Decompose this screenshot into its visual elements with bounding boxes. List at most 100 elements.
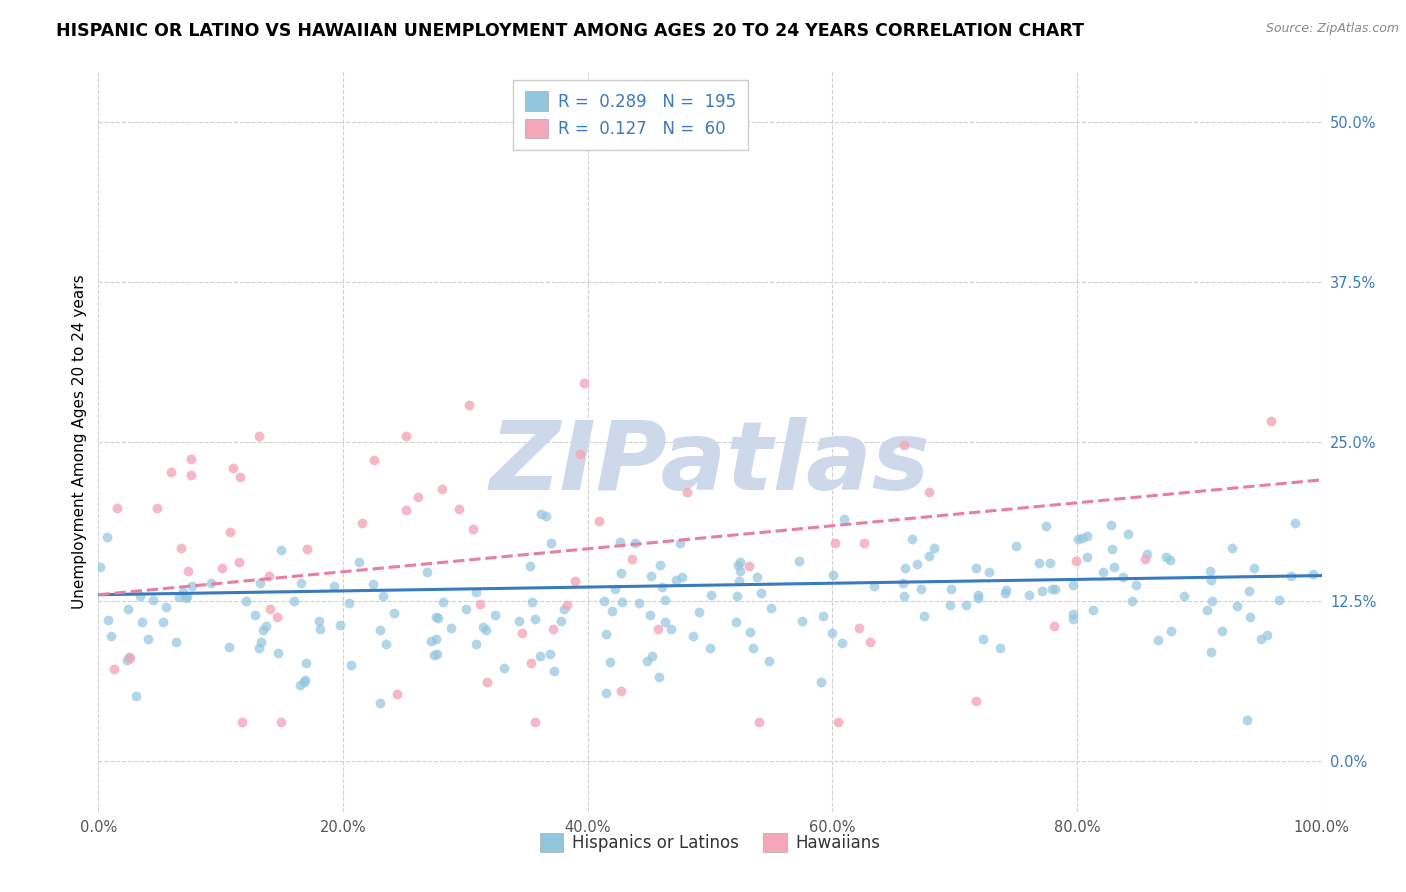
- Hispanics or Latinos: [1199, 565, 1222, 579]
- Hispanics or Latinos: [1197, 603, 1219, 617]
- Hawaiians: [211, 561, 233, 575]
- Hispanics or Latinos: [270, 542, 292, 557]
- Hispanics or Latinos: [965, 561, 987, 575]
- Hispanics or Latinos: [1121, 594, 1143, 608]
- Hispanics or Latinos: [972, 632, 994, 646]
- Hispanics or Latinos: [592, 593, 614, 607]
- Hispanics or Latinos: [1125, 577, 1147, 591]
- Hispanics or Latinos: [475, 624, 498, 638]
- Hispanics or Latinos: [89, 559, 111, 574]
- Hispanics or Latinos: [96, 530, 118, 544]
- Hispanics or Latinos: [1104, 560, 1126, 574]
- Hispanics or Latinos: [922, 541, 945, 555]
- Hispanics or Latinos: [901, 533, 924, 547]
- Hawaiians: [270, 715, 292, 730]
- Hawaiians: [1043, 619, 1066, 633]
- Hispanics or Latinos: [665, 573, 688, 587]
- Hispanics or Latinos: [595, 627, 617, 641]
- Hawaiians: [541, 622, 564, 636]
- Hawaiians: [520, 656, 543, 670]
- Hawaiians: [1260, 414, 1282, 428]
- Hawaiians: [824, 536, 846, 550]
- Hawaiians: [524, 715, 547, 730]
- Hispanics or Latinos: [988, 641, 1011, 656]
- Hispanics or Latinos: [534, 508, 557, 523]
- Hispanics or Latinos: [471, 619, 494, 633]
- Hawaiians: [555, 599, 578, 613]
- Hispanics or Latinos: [1101, 541, 1123, 556]
- Hispanics or Latinos: [524, 612, 547, 626]
- Hawaiians: [458, 398, 481, 412]
- Hawaiians: [350, 516, 373, 531]
- Hawaiians: [395, 429, 418, 443]
- Hawaiians: [609, 684, 631, 698]
- Hawaiians: [222, 460, 245, 475]
- Hispanics or Latinos: [671, 569, 693, 583]
- Hispanics or Latinos: [540, 536, 562, 550]
- Hispanics or Latinos: [1112, 570, 1135, 584]
- Hispanics or Latinos: [863, 579, 886, 593]
- Hispanics or Latinos: [610, 566, 633, 581]
- Hawaiians: [406, 490, 429, 504]
- Hispanics or Latinos: [1062, 607, 1084, 621]
- Hispanics or Latinos: [426, 611, 449, 625]
- Hispanics or Latinos: [905, 557, 928, 571]
- Hispanics or Latinos: [759, 600, 782, 615]
- Text: Source: ZipAtlas.com: Source: ZipAtlas.com: [1265, 22, 1399, 36]
- Hispanics or Latinos: [1045, 582, 1067, 597]
- Hispanics or Latinos: [425, 610, 447, 624]
- Hispanics or Latinos: [247, 640, 270, 655]
- Hispanics or Latinos: [371, 589, 394, 603]
- Hispanics or Latinos: [174, 591, 197, 606]
- Hispanics or Latinos: [1147, 632, 1170, 647]
- Hispanics or Latinos: [124, 689, 146, 703]
- Hispanics or Latinos: [1220, 541, 1243, 556]
- Hispanics or Latinos: [727, 574, 749, 589]
- Hispanics or Latinos: [638, 608, 661, 623]
- Hawaiians: [447, 501, 470, 516]
- Hispanics or Latinos: [1243, 561, 1265, 575]
- Hispanics or Latinos: [699, 640, 721, 655]
- Hispanics or Latinos: [440, 622, 463, 636]
- Hawaiians: [219, 524, 242, 539]
- Hispanics or Latinos: [893, 589, 915, 603]
- Hispanics or Latinos: [100, 629, 122, 643]
- Hispanics or Latinos: [115, 653, 138, 667]
- Hawaiians: [848, 621, 870, 635]
- Hispanics or Latinos: [155, 599, 177, 614]
- Hispanics or Latinos: [538, 648, 561, 662]
- Hispanics or Latinos: [290, 576, 312, 591]
- Hispanics or Latinos: [1042, 582, 1064, 596]
- Hawaiians: [510, 626, 533, 640]
- Hispanics or Latinos: [1211, 624, 1233, 638]
- Hispanics or Latinos: [361, 577, 384, 591]
- Hispanics or Latinos: [636, 654, 658, 668]
- Hispanics or Latinos: [519, 558, 541, 573]
- Hawaiians: [620, 551, 643, 566]
- Hispanics or Latinos: [967, 591, 990, 605]
- Hispanics or Latinos: [1031, 584, 1053, 599]
- Hispanics or Latinos: [423, 648, 446, 663]
- Hispanics or Latinos: [1159, 553, 1181, 567]
- Hispanics or Latinos: [308, 614, 330, 628]
- Hispanics or Latinos: [309, 623, 332, 637]
- Hawaiians: [160, 465, 183, 479]
- Hispanics or Latinos: [1028, 556, 1050, 570]
- Hispanics or Latinos: [294, 673, 316, 687]
- Hispanics or Latinos: [813, 609, 835, 624]
- Hispanics or Latinos: [1279, 569, 1302, 583]
- Hispanics or Latinos: [654, 615, 676, 629]
- Hispanics or Latinos: [1154, 549, 1177, 564]
- Hispanics or Latinos: [117, 601, 139, 615]
- Hispanics or Latinos: [787, 554, 810, 568]
- Hispanics or Latinos: [955, 598, 977, 612]
- Hispanics or Latinos: [292, 674, 315, 689]
- Hispanics or Latinos: [131, 615, 153, 629]
- Hispanics or Latinos: [167, 590, 190, 604]
- Hawaiians: [858, 635, 880, 649]
- Hispanics or Latinos: [1018, 588, 1040, 602]
- Hispanics or Latinos: [426, 648, 449, 662]
- Hispanics or Latinos: [484, 608, 506, 623]
- Hawaiians: [470, 598, 492, 612]
- Hawaiians: [738, 559, 761, 574]
